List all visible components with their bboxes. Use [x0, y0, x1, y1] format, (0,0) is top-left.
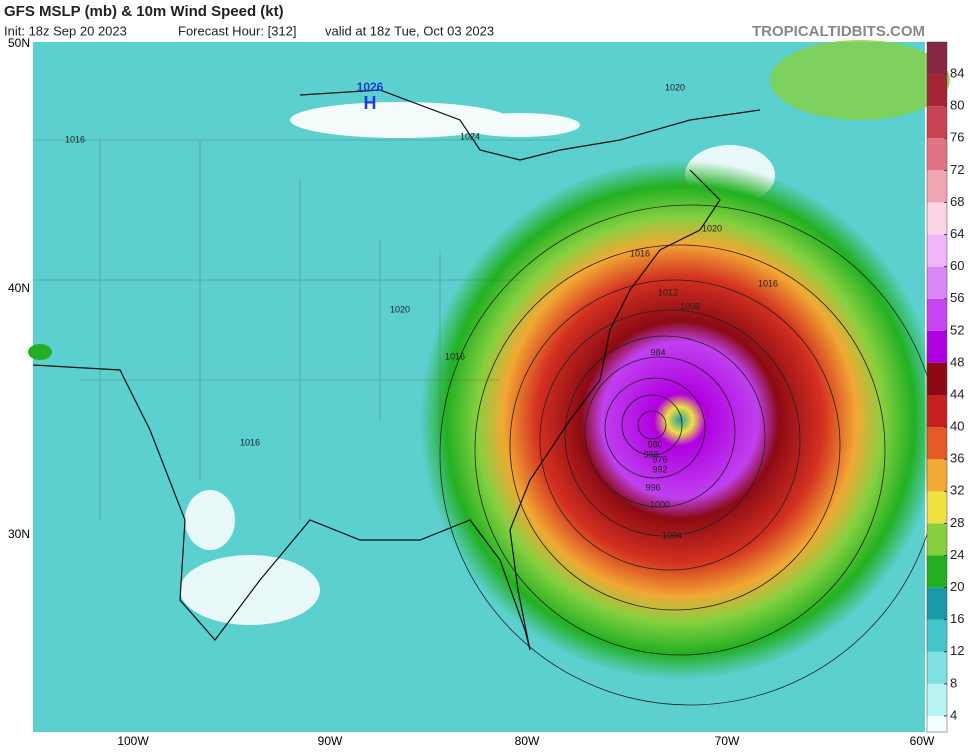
contour-label: 1016: [65, 134, 85, 144]
credit: TROPICALTIDBITS.COM: [752, 23, 925, 40]
lon-label: 70W: [715, 734, 740, 748]
colorbar-tick-label: 76: [950, 130, 964, 145]
lat-label: 40N: [8, 281, 30, 295]
contour-label: 992: [652, 464, 667, 474]
colorbar-segment: [927, 651, 947, 684]
isobars: [439, 204, 941, 706]
high-value: 1026: [357, 80, 384, 94]
lat-label: 30N: [8, 527, 30, 541]
lon-label: 90W: [318, 734, 343, 748]
colorbar-tick-label: 32: [950, 483, 964, 498]
colorbar-tick-label: 68: [950, 194, 964, 209]
colorbar-tick-label: 36: [950, 451, 964, 466]
colorbar-tick-label: 4: [950, 707, 957, 722]
contour-label: 1016: [758, 278, 778, 288]
coastline: [32, 89, 761, 651]
colorbar-tick-label: 20: [950, 579, 964, 594]
contour-labels: 1020 1024 1016 1016 1020 1016 1016 1020 1016 1012…: [65, 82, 778, 540]
colorbar-tick-label: 84: [950, 66, 964, 81]
wind-area: [770, 40, 950, 120]
colorbar-segment: [927, 362, 947, 396]
colorbar-segment: [927, 715, 947, 732]
colorbar-segment: [927, 459, 947, 492]
contour-label: 980: [647, 439, 662, 449]
contour-label: 1016: [240, 437, 260, 447]
colorbar-segment: [927, 427, 947, 460]
colorbar-tick-label: 44: [950, 386, 964, 401]
contour-label: 1020: [702, 223, 722, 233]
colorbar-tick-label: 48: [950, 354, 964, 369]
high-label: H: [364, 93, 377, 113]
colorbar-tick-label: 16: [950, 611, 964, 626]
contour-label: 1012: [658, 287, 678, 297]
colorbar-segment: [927, 523, 947, 556]
contour-label: 1020: [390, 304, 410, 314]
colorbar-tick-label: 8: [950, 675, 957, 690]
colorbar-tick-label: 24: [950, 547, 964, 562]
colorbar-tick-label: 56: [950, 290, 964, 305]
colorbar-segment: [927, 619, 947, 652]
map: 1026 H 102010241016101610201016101610201…: [8, 36, 950, 748]
calm-area: [290, 102, 510, 138]
lat-label: 50N: [8, 36, 30, 50]
colorbar-tick-label: 80: [950, 98, 964, 113]
contour-label: 1004: [662, 530, 682, 540]
contour-label: 1016: [445, 351, 465, 361]
contour-label: 984: [650, 347, 665, 357]
colorbar-segment: [927, 106, 947, 139]
lon-label: 80W: [515, 734, 540, 748]
lon-label: 100W: [117, 734, 149, 748]
colorbar-tick-label: 60: [950, 258, 964, 273]
colorbar-segment: [927, 266, 947, 299]
contour-label: 988: [643, 449, 658, 459]
colorbar-segment: [927, 74, 947, 107]
forecast-hour: Forecast Hour: [312]: [178, 23, 297, 38]
contour-label: 996: [645, 482, 660, 492]
colorbar-tick-label: 72: [950, 162, 964, 177]
contour-label: 1020: [665, 82, 685, 92]
valid-time: valid at 18z Tue, Oct 03 2023: [325, 23, 494, 38]
wind-area: [28, 344, 52, 360]
colorbar-segment: [927, 298, 947, 331]
colorbar-segment: [927, 330, 947, 363]
colorbar-segment: [927, 170, 947, 203]
colorbar-segment: [927, 491, 947, 524]
contour-label: 976: [652, 454, 667, 464]
contour-label: 1008: [680, 301, 700, 311]
colorbar-segment: [927, 683, 947, 716]
hurricane-wind-field: [420, 160, 940, 680]
colorbar-segment: [927, 138, 947, 171]
colorbar-segment: [927, 202, 947, 235]
colorbar-frame: [926, 41, 948, 733]
title: GFS MSLP (mb) & 10m Wind Speed (kt): [4, 3, 284, 20]
colorbar-tick-label: 28: [950, 515, 964, 530]
contour-label: 1016: [630, 248, 650, 258]
borders: [33, 139, 560, 520]
init: Init: 18z Sep 20 2023: [4, 23, 127, 38]
colorbar-tick-label: 52: [950, 322, 964, 337]
colorbar-segment: [927, 395, 947, 428]
colorbar-tick-label: 40: [950, 419, 964, 434]
contour-label: 1000: [650, 499, 670, 509]
colorbar-segment: [927, 42, 947, 75]
colorbar-segment: [927, 555, 947, 588]
calm-area: [460, 113, 580, 137]
colorbar-segment: [927, 587, 947, 620]
colorbar-segment: [927, 234, 947, 267]
contour-label: 1024: [460, 131, 480, 141]
calm-area: [180, 555, 320, 625]
lon-label: 60W: [910, 734, 935, 748]
calm-area: [185, 490, 235, 550]
colorbar-tick-label: 64: [950, 226, 964, 241]
colorbar-tick-label: 12: [950, 643, 964, 658]
